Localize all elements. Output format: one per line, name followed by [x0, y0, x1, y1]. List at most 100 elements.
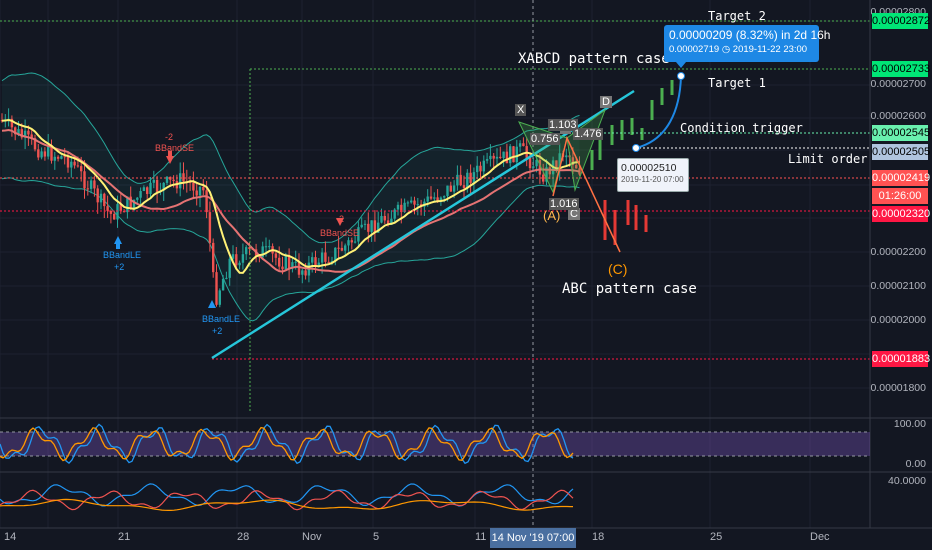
- candle-body: [377, 222, 380, 233]
- target2-price-tag: 0.00002872: [872, 13, 931, 29]
- candle-body: [86, 188, 89, 190]
- price-axis-label: 0.00002600: [870, 110, 926, 122]
- candle-body: [235, 254, 238, 266]
- candle-body: [575, 165, 578, 169]
- projected-candle: [630, 118, 634, 135]
- projection-end-point[interactable]: [677, 72, 685, 80]
- candle-body: [221, 278, 225, 291]
- abc-annotation[interactable]: ABC pattern case: [562, 281, 697, 297]
- projection-tooltip[interactable]: 0.00000209 (8.32%) in 2d 16h 0.00002719 …: [664, 25, 830, 62]
- candle-body: [317, 262, 320, 267]
- limit-order-popup[interactable]: 0.00002510 2019-11-20 07:00: [617, 158, 689, 192]
- bbandle-label: BBandLE: [202, 314, 241, 324]
- candle-body: [456, 174, 459, 186]
- candle-body: [545, 167, 548, 182]
- pattern-label-x[interactable]: X: [515, 104, 527, 116]
- candle-body: [47, 145, 50, 157]
- candle-body: [515, 146, 518, 163]
- candle-body: [195, 190, 198, 196]
- candle-body: [287, 255, 291, 269]
- candle-body: [297, 261, 301, 275]
- countdown-tag: 01:26:00: [872, 188, 928, 204]
- candle-body: [179, 173, 182, 189]
- limit-annotation[interactable]: Limit order: [788, 152, 868, 166]
- limit-popup-date: 2019-11-20 07:00: [621, 175, 684, 184]
- pattern-label-c[interactable]: C: [568, 208, 580, 220]
- candle-body: [106, 206, 109, 211]
- candle-body: [136, 197, 139, 200]
- candle-body: [99, 193, 103, 203]
- candle-body: [386, 220, 390, 225]
- candle-body: [146, 187, 149, 194]
- candle-body: [63, 156, 66, 158]
- candle-body: [509, 146, 512, 164]
- candle-body: [469, 172, 472, 183]
- date-axis-label: 5: [373, 531, 380, 543]
- candle-body: [155, 179, 159, 192]
- candle-body: [396, 204, 400, 210]
- price-axis-label: 0.00002700: [870, 78, 926, 90]
- candle-body: [426, 196, 429, 202]
- trend-line[interactable]: [211, 89, 635, 360]
- rsi-k-line: [0, 423, 574, 465]
- rsi-d-line: [0, 426, 574, 462]
- pattern-label-c-abc[interactable]: (C): [608, 261, 628, 277]
- projected-candle: [626, 200, 630, 225]
- condition-annotation[interactable]: Condition trigger: [680, 121, 803, 135]
- candle-body: [353, 241, 357, 243]
- target2-annotation[interactable]: Target 2: [708, 9, 766, 23]
- candle-body: [466, 172, 469, 188]
- candle-body: [264, 246, 268, 248]
- candle-body: [499, 156, 502, 158]
- candle-body: [532, 166, 535, 169]
- candle-body: [70, 161, 73, 168]
- candle-body: [449, 185, 452, 192]
- price-axis-label: 0.00002200: [870, 246, 926, 258]
- candle-body: [542, 174, 545, 182]
- candle-body: [446, 185, 449, 197]
- target1-annotation[interactable]: Target 1: [708, 76, 766, 90]
- candle-body: [231, 254, 235, 259]
- candle-body: [278, 257, 281, 267]
- rsi-axis-label: 0.00: [905, 458, 926, 470]
- candle-body: [73, 161, 76, 166]
- ratio-label: 0.756: [530, 133, 560, 145]
- projected-candle: [650, 100, 654, 120]
- candle-body: [538, 159, 542, 175]
- projection-start-point[interactable]: [632, 144, 640, 152]
- crosshair-date-label: 14 Nov '19 07:00: [490, 528, 576, 548]
- candle-body: [23, 130, 27, 138]
- candle-body: [208, 212, 212, 243]
- candle-body: [479, 165, 482, 172]
- candle-body: [152, 179, 155, 183]
- candle-body: [410, 200, 413, 203]
- price-axis-label: 0.00002000: [870, 314, 926, 326]
- candle-body: [14, 127, 17, 135]
- candle-body: [347, 240, 350, 246]
- bbandse-value: -2: [336, 214, 345, 224]
- candle-body: [60, 156, 63, 159]
- candle-body: [301, 270, 304, 275]
- tooltip-pointer: [676, 62, 686, 68]
- date-axis-label: 11: [475, 531, 487, 543]
- candle-body: [304, 270, 307, 276]
- tooltip-price: 0.00002719: [669, 44, 720, 55]
- date-axis-label: 28: [237, 531, 250, 543]
- pattern-label-a[interactable]: (A): [543, 208, 561, 223]
- candle-body: [327, 261, 330, 263]
- candle-body: [462, 185, 466, 188]
- pattern-label-d[interactable]: D: [600, 96, 612, 108]
- candle-body: [261, 246, 264, 258]
- candle-body: [119, 204, 122, 212]
- candle-body: [142, 187, 146, 192]
- candle-body: [30, 134, 33, 139]
- bbandse-label: BBandSE: [320, 228, 360, 238]
- bbandse-arrow-1: [166, 156, 174, 164]
- candle-body: [571, 157, 575, 166]
- bbandse-value: -2: [165, 132, 174, 142]
- xabcd-annotation[interactable]: XABCD pattern case: [518, 51, 670, 67]
- date-axis-label: 21: [118, 531, 131, 543]
- candle-body: [370, 220, 373, 232]
- candle-body: [169, 176, 172, 180]
